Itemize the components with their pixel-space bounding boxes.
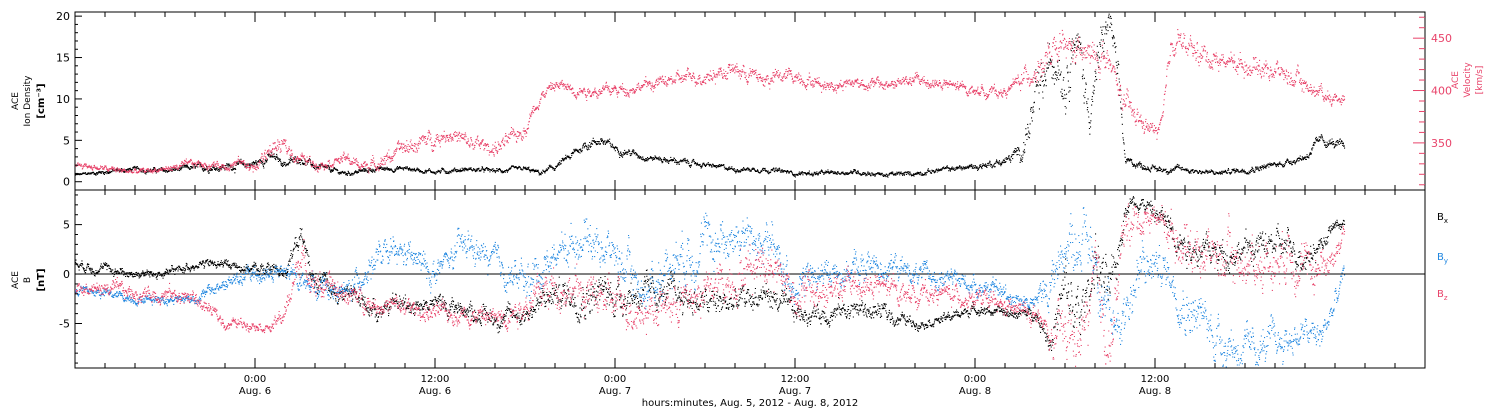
b-y-tick-label: -5	[59, 318, 70, 331]
velocity-y-tick-label: 400	[1431, 85, 1452, 98]
x-tick-label: 12:00	[1141, 374, 1170, 385]
density-y-tick-label: 15	[56, 52, 70, 65]
x-tick-date-label: Aug. 6	[419, 386, 451, 397]
b-y-label: ACE	[11, 271, 21, 289]
x-tick-date-label: Aug. 7	[779, 386, 811, 397]
velocity-series	[75, 29, 1346, 174]
legend-bz: Bz	[1437, 289, 1448, 302]
x-tick-date-label: Aug. 8	[1139, 386, 1171, 397]
x-tick-label: 12:00	[781, 374, 810, 385]
bz-series	[75, 203, 1346, 367]
bottom-panel-frame	[74, 189, 1426, 369]
top-panel-frame	[74, 11, 1426, 191]
x-tick-label: 0:00	[604, 374, 626, 385]
x-tick-label: 0:00	[244, 374, 266, 385]
x-tick-date-label: Aug. 6	[239, 386, 271, 397]
b-y-tick-label: 0	[63, 268, 70, 281]
velocity-y-label: ACE	[1451, 71, 1461, 89]
x-tick-date-label: Aug. 7	[599, 386, 631, 397]
by-series	[75, 207, 1346, 368]
density-series	[75, 13, 1346, 178]
density-y-tick-label: 20	[56, 10, 70, 23]
velocity-y-label: [km/s]	[1475, 66, 1485, 95]
density-y-tick-label: 10	[56, 93, 70, 106]
b-y-label: B	[23, 277, 33, 283]
x-tick-label: 0:00	[964, 374, 986, 385]
density-y-label: Ion Density	[23, 75, 33, 127]
density-y-label: ACE	[11, 92, 21, 110]
density-y-label: [cm⁻³]	[36, 83, 47, 118]
velocity-y-tick-label: 350	[1431, 137, 1452, 150]
x-axis-label: hours:minutes, Aug. 5, 2012 - Aug. 8, 20…	[642, 398, 858, 409]
bx-series	[75, 196, 1346, 351]
legend-by: By	[1437, 252, 1448, 265]
b-y-tick-label: 5	[63, 219, 70, 232]
x-tick-label: 12:00	[421, 374, 450, 385]
density-y-tick-label: 0	[63, 176, 70, 189]
velocity-y-label: Velocity	[1463, 62, 1473, 98]
x-tick-date-label: Aug. 8	[959, 386, 991, 397]
b-y-label: [nT]	[36, 268, 47, 291]
density-y-tick-label: 5	[63, 134, 70, 147]
velocity-y-tick-label: 450	[1431, 32, 1452, 45]
legend-bx: Bx	[1437, 212, 1448, 225]
